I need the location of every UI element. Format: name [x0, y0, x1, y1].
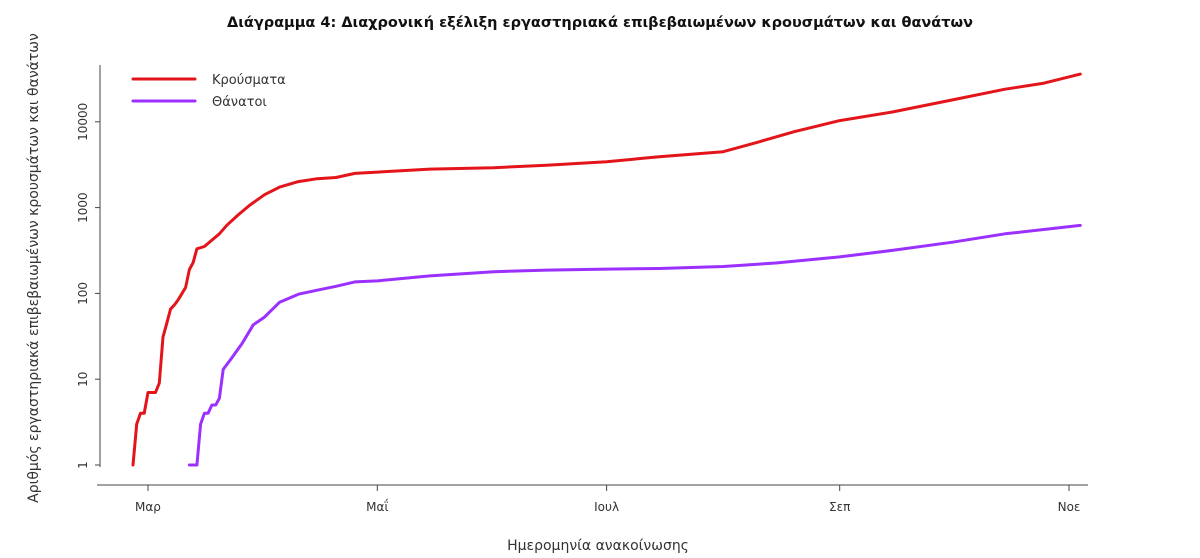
x-tick-label: Νοε: [1058, 500, 1081, 514]
series-line-cases: [131, 72, 1082, 467]
legend-label-cases: Κρούσματα: [212, 73, 286, 88]
axes: 1 10 100 1000 10000 Μαρ Μαΐ Ιουλ Σεπ Νοε: [76, 65, 1088, 514]
y-tick-label: 10000: [76, 103, 90, 141]
y-axis-label: Αριθμός εργαστηριακά επιβεβαιωμένων κρου…: [26, 33, 42, 503]
y-tick-label: 10: [76, 372, 90, 387]
x-ticks: Μαρ Μαΐ Ιουλ Σεπ Νοε: [135, 485, 1080, 514]
legend-label-deaths: Θάνατοι: [212, 95, 267, 110]
legend: Κρούσματα Θάνατοι: [131, 73, 286, 110]
x-tick-label: Μαρ: [135, 500, 161, 514]
x-axis-label: Ημερομηνία ανακοίνωσης: [507, 538, 689, 554]
y-tick-label: 1: [76, 461, 90, 469]
chart-title: Διάγραμμα 4: Διαχρονική εξέλιξη εργαστηρ…: [227, 15, 973, 31]
x-tick-label: Ιουλ: [594, 500, 619, 514]
y-ticks: 1 10 100 1000 10000: [76, 103, 100, 469]
y-tick-label: 100: [76, 282, 90, 305]
y-tick-label: 1000: [76, 192, 90, 223]
x-tick-label: Σεπ: [829, 500, 850, 514]
series-line-deaths: [187, 223, 1082, 467]
series-layer: [131, 72, 1082, 467]
x-tick-label: Μαΐ: [366, 499, 388, 514]
